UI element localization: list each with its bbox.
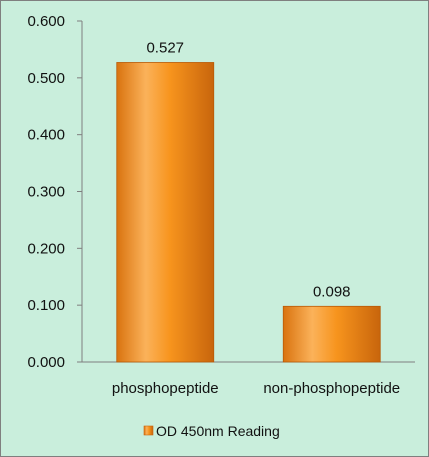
y-tick-label: 0.000 bbox=[27, 354, 65, 371]
x-tick-label: non-phosphopeptide bbox=[263, 380, 400, 397]
data-label: 0.098 bbox=[313, 283, 351, 300]
data-labels: 0.527 0.098 bbox=[146, 39, 350, 300]
y-tick-label: 0.200 bbox=[27, 240, 65, 257]
x-axis-labels: phosphopeptide non-phosphopeptide bbox=[112, 380, 400, 397]
y-tick-label: 0.500 bbox=[27, 70, 65, 87]
y-axis-ticks: 0.000 0.100 0.200 0.300 0.400 0.500 0.600 bbox=[27, 13, 82, 371]
bars bbox=[116, 62, 381, 363]
legend: OD 450nm Reading bbox=[143, 423, 280, 439]
bar-non-phosphopeptide bbox=[282, 305, 381, 363]
legend-label: OD 450nm Reading bbox=[156, 423, 280, 439]
legend-swatch bbox=[143, 425, 154, 436]
y-tick-label: 0.400 bbox=[27, 127, 65, 144]
y-tick-label: 0.600 bbox=[27, 13, 65, 30]
data-label: 0.527 bbox=[146, 39, 184, 56]
x-tick-label: phosphopeptide bbox=[112, 380, 219, 397]
y-tick-label: 0.100 bbox=[27, 297, 65, 314]
y-tick-label: 0.300 bbox=[27, 184, 65, 201]
bar-phosphopeptide bbox=[116, 62, 215, 363]
